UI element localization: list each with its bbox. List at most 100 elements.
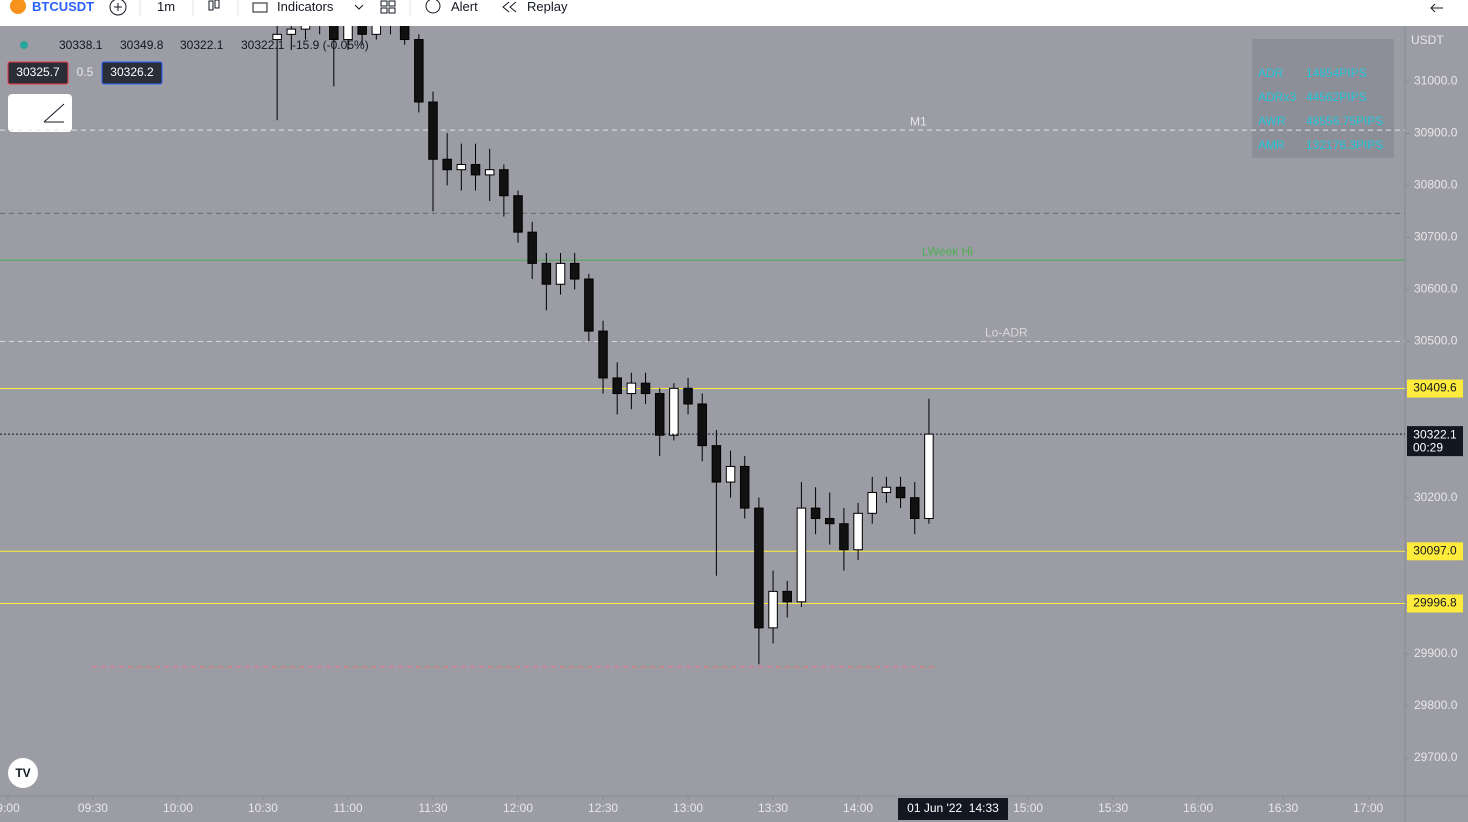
candle-body <box>470 163 481 176</box>
layout-icon-4 <box>388 7 396 14</box>
candle-body <box>428 101 438 160</box>
candle <box>300 26 311 40</box>
x-tick-label: 10:30 <box>248 801 278 815</box>
candle <box>711 430 722 576</box>
price-line-tag <box>1407 379 1463 398</box>
drawing-toolbar[interactable] <box>8 94 72 132</box>
x-tick-label: 10:00 <box>163 801 193 815</box>
info-name: ADR <box>1258 66 1284 80</box>
info-name: AWR <box>1258 114 1286 128</box>
candle <box>527 221 537 280</box>
chart: USDT 30338.1 30349.8 30322.1 30322.1 -15… <box>0 26 1468 822</box>
candle <box>598 320 608 394</box>
replay-button[interactable]: Replay <box>527 0 568 14</box>
candle-body <box>711 445 722 483</box>
bid-box[interactable] <box>7 61 69 85</box>
candle-body <box>499 169 509 197</box>
candle <box>754 497 764 665</box>
candle-body <box>555 262 566 285</box>
x-tick-label: 11:30 <box>418 801 447 815</box>
symbol[interactable]: BTCUSDT <box>32 0 95 14</box>
x-tick-label: 13:00 <box>673 801 703 815</box>
alert-icon[interactable] <box>425 0 441 14</box>
countdown: 00:29 <box>1413 440 1443 454</box>
x-tick-label: 14:00 <box>843 801 873 815</box>
candle <box>555 252 566 295</box>
last-price-tag <box>1407 426 1463 457</box>
candle-body <box>853 512 863 551</box>
candle-body <box>739 465 750 509</box>
candle <box>428 91 438 212</box>
y-tick-label: 30800.0 <box>1414 177 1458 191</box>
candle <box>683 377 693 415</box>
indicators-icon[interactable] <box>252 2 268 13</box>
indicators-button[interactable]: Indicators <box>277 0 334 14</box>
candle <box>739 456 750 519</box>
y-tick-label: 31000.0 <box>1414 73 1458 87</box>
replay-icon[interactable] <box>502 1 517 13</box>
alert-button[interactable]: Alert <box>451 0 478 14</box>
candle <box>399 26 410 45</box>
candle-body <box>513 195 523 233</box>
legend-high: 30349.8 <box>120 38 164 52</box>
y-tick-label: 29900.0 <box>1414 646 1458 660</box>
candle <box>782 580 792 618</box>
tv-logo[interactable] <box>8 758 38 788</box>
level-label: LWeek Hi <box>922 244 973 258</box>
info-box <box>1252 39 1394 158</box>
candle <box>867 476 877 524</box>
info-value: 132176.3PIPS <box>1306 138 1383 152</box>
candle <box>669 383 679 441</box>
candle <box>895 476 906 509</box>
x-tick-label: 16:00 <box>1183 801 1213 815</box>
candle <box>484 148 495 201</box>
candle-body <box>697 403 707 447</box>
undo-icon[interactable] <box>1430 3 1443 13</box>
crosshair-tag <box>898 798 1008 820</box>
ask-box[interactable] <box>101 61 163 85</box>
candle-body <box>414 39 424 103</box>
candle-body <box>371 26 382 35</box>
x-tick-label: 9:00 <box>0 801 20 815</box>
candle-body <box>569 262 580 280</box>
y-tick-label: 29700.0 <box>1414 750 1458 764</box>
toolbar: BTCUSDT 1m Indicators Alert Replay <box>0 0 1468 26</box>
candle <box>839 508 849 571</box>
candle <box>584 273 594 342</box>
candle <box>513 190 523 243</box>
x-tick-label: 11:00 <box>333 801 362 815</box>
x-tick-label: 09:30 <box>78 801 108 815</box>
x-tick-label: 12:00 <box>503 801 533 815</box>
chevron[interactable] <box>354 4 364 10</box>
candle <box>910 482 920 535</box>
add-icon[interactable] <box>109 0 127 16</box>
candle <box>442 133 452 186</box>
candle-body <box>598 330 608 379</box>
legend: 30338.1 30349.8 30322.1 30322.1 -15.9 (-… <box>7 38 369 132</box>
legend-close: 30322.1 <box>241 38 285 52</box>
candle-body <box>626 382 637 395</box>
candle-body <box>810 507 821 520</box>
candle-icon[interactable] <box>208 0 214 11</box>
candle-body <box>683 387 693 405</box>
candle-body <box>286 28 297 35</box>
candle <box>329 26 339 87</box>
candle-body <box>456 163 467 171</box>
candle <box>626 372 637 410</box>
candle <box>640 372 651 404</box>
candle <box>389 26 391 35</box>
candle-body <box>867 491 877 514</box>
candle-body <box>669 387 679 436</box>
candle <box>286 26 297 50</box>
candle-body <box>754 507 764 629</box>
candle <box>612 362 622 415</box>
x-tick-label: 15:30 <box>1098 801 1128 815</box>
candle <box>725 450 736 498</box>
legend-low: 30322.1 <box>180 38 224 52</box>
interval[interactable]: 1m <box>157 0 176 14</box>
y-tick-label: 30500.0 <box>1414 334 1458 348</box>
layout-icon[interactable] <box>380 0 388 7</box>
candle <box>414 34 424 113</box>
candle <box>343 26 353 50</box>
